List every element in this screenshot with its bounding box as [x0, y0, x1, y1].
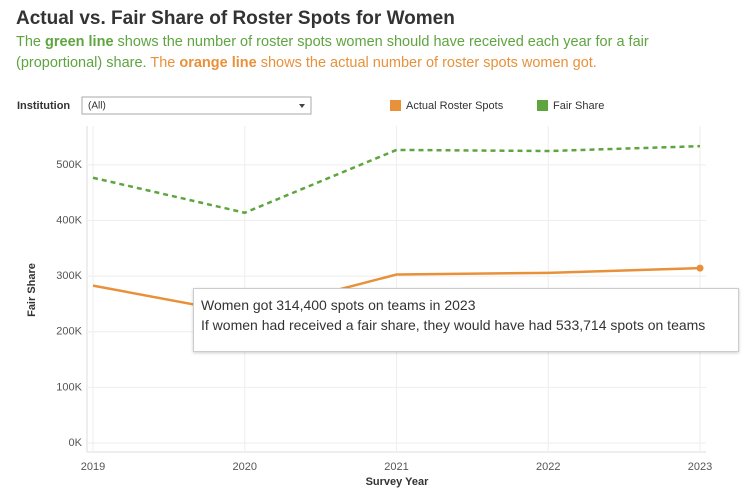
x-tick-label: 2023 — [688, 461, 712, 473]
x-tick-label: 2019 — [81, 461, 105, 473]
dropdown-arrow — [299, 104, 305, 108]
tooltip-line: Women got 314,400 spots on teams in 2023 — [201, 297, 476, 313]
filter-label: Institution — [17, 100, 70, 112]
legend-label: Fair Share — [553, 100, 604, 112]
tooltip: Women got 314,400 spots on teams in 2023… — [193, 288, 739, 352]
legend-label: Actual Roster Spots — [406, 100, 504, 112]
subtitle-part: The — [16, 34, 46, 50]
x-tick-label: 2021 — [384, 461, 408, 473]
filter-value: (All) — [88, 101, 106, 112]
subtitle-part: The — [150, 55, 180, 71]
x-tick-label: 2020 — [233, 461, 257, 473]
y-tick-label: 300K — [56, 270, 82, 282]
subtitle-part: orange line — [179, 55, 257, 71]
legend-swatch — [537, 100, 548, 111]
y-axis-label: Fair Share — [26, 263, 38, 317]
subtitle-part: green line — [45, 34, 114, 50]
subtitle: The green line shows the number of roste… — [16, 32, 676, 74]
subtitle-part: shows the actual number of roster spots … — [256, 55, 597, 71]
filter-dropdown[interactable] — [81, 96, 312, 115]
y-tick-label: 100K — [56, 381, 82, 393]
subtitle-part: shows the number of roster spots women s… — [16, 34, 649, 71]
chart-title: Actual vs. Fair Share of Roster Spots fo… — [16, 8, 455, 29]
y-tick-label: 0K — [69, 437, 83, 449]
tooltip-line: If women had received a fair share, they… — [201, 317, 706, 333]
y-tick-label: 200K — [56, 326, 82, 338]
x-axis-label: Survey Year — [366, 476, 430, 488]
y-tick-label: 400K — [56, 214, 82, 226]
x-tick-label: 2022 — [536, 461, 560, 473]
legend-swatch — [390, 100, 401, 111]
highlight-point — [696, 264, 704, 272]
series-line — [92, 144, 701, 215]
y-tick-label: 500K — [56, 159, 82, 171]
